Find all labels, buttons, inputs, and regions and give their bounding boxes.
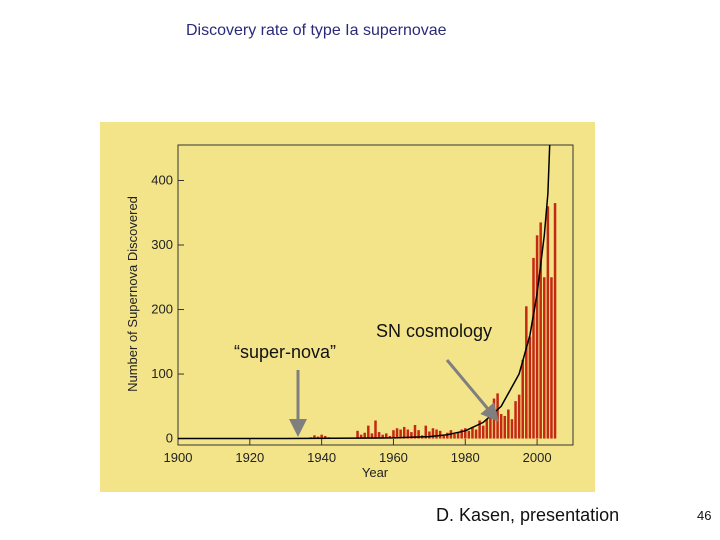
bar-1971 [431,428,435,439]
bar-1957 [381,434,384,439]
supernova-discovery-chart: 1900 1920 1940 1960 1980 2000 0 100 200 300 400 Y… [125,144,574,480]
bar-1981 [467,430,471,439]
bar-1975 [446,432,449,439]
bar-1964 [406,429,410,439]
x-tick-label-1940: 1940 [307,450,336,465]
x-tick-label-1920: 1920 [235,450,264,465]
bar-1969 [424,425,428,439]
bar-1995 [517,394,521,439]
x-tick-label-2000: 2000 [523,450,552,465]
bar-1962 [399,429,402,439]
bar-1974 [442,435,445,439]
y-tick-label-300: 300 [151,237,173,252]
bar-1986 [485,419,489,439]
bar-1983 [474,429,478,439]
bar-1988 [492,398,496,439]
exponential-fit-curve [178,144,551,440]
bar-1972 [435,429,438,439]
bar-1989 [496,393,499,439]
bar-2004 [550,277,553,439]
bar-2003 [546,206,550,439]
bar-1987 [489,415,492,439]
bar-1980 [464,428,467,439]
bar-1966 [413,425,417,439]
bar-1978 [456,432,460,439]
bar-1990 [499,414,503,439]
bar-1984 [478,420,481,439]
bar-1973 [438,430,442,439]
bar-1961 [395,428,399,439]
bar-1958 [385,433,388,439]
bar-1965 [410,432,413,439]
bar-1956 [377,432,381,439]
bar-1950 [356,430,359,439]
bar-1951 [359,434,363,439]
bar-2005 [553,203,557,439]
y-tick-labels: 0 100 200 300 400 [151,172,173,445]
bar-1955 [374,420,377,439]
slide-title: Discovery rate of type Ia supernovae [186,22,447,39]
chart-panel: 1900 1920 1940 1960 1980 2000 0 100 200 300 400 Y… [100,122,595,492]
x-tick-label-1980: 1980 [451,450,480,465]
annotation-sn-cosmology: SN cosmology [376,321,493,341]
bar-1996 [521,359,524,439]
bar-1998 [528,336,532,439]
bar-2002 [543,277,546,439]
bar-1993 [510,419,514,439]
credit-text: D. Kasen, presentation [436,505,620,525]
bar-1991 [503,415,507,439]
bar-1994 [514,401,517,439]
x-tick-label-1900: 1900 [164,450,193,465]
page-number: 46 [697,508,712,523]
bar-1941 [323,435,327,439]
bar-1938 [313,435,316,439]
bar-1954 [370,433,374,439]
bar-1952 [363,432,366,439]
x-tick-labels: 1900 1920 1940 1960 1980 2000 [164,450,552,465]
bar-1977 [453,434,456,439]
bar-1992 [507,409,510,439]
bar-1970 [428,431,431,439]
bar-1979 [460,429,463,439]
bar-1940 [320,434,323,439]
annotation-super-nova: “super-nova” [234,342,337,362]
bar-1999 [532,257,535,439]
x-tick-label-1960: 1960 [379,450,408,465]
bar-1963 [402,426,406,439]
axis-ticks [177,179,538,445]
y-axis-label: Number of Supernova Discovered [125,196,140,392]
bar-2000 [535,235,539,439]
bar-1982 [471,426,474,439]
plot-frame [177,144,574,446]
bar-1997 [525,306,528,439]
x-axis-label: Year [362,465,389,480]
bar-2001 [539,222,542,439]
bar-1960 [392,430,395,439]
y-tick-label-400: 400 [151,172,173,187]
y-tick-label-0: 0 [166,431,173,446]
bar-1953 [367,425,370,439]
bar-1985 [481,425,485,439]
y-tick-label-100: 100 [151,366,173,381]
bar-1967 [417,430,420,439]
y-tick-label-200: 200 [151,302,173,317]
